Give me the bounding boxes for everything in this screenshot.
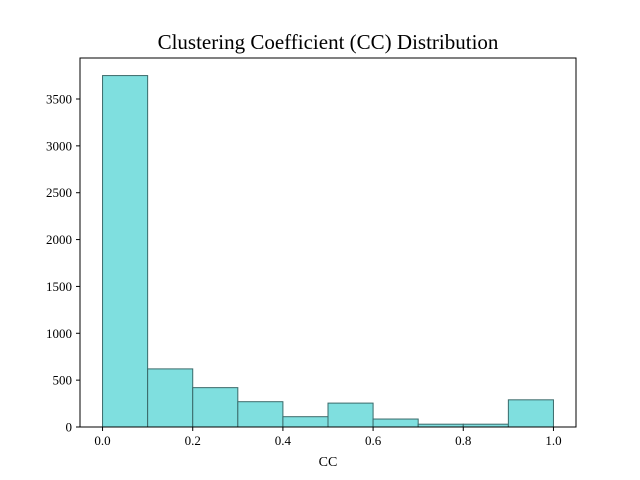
histogram-bar-6	[372, 418, 419, 428]
x-tick-label: 0.8	[455, 433, 471, 448]
histogram-bar-5	[327, 402, 374, 428]
histogram-bar-4	[282, 416, 329, 428]
y-tick-label: 2500	[46, 185, 72, 200]
chart-title: Clustering Coefficient (CC) Distribution	[158, 30, 499, 54]
histogram-bar-2	[192, 387, 239, 428]
x-tick-label: 0.0	[94, 433, 110, 448]
y-tick-label: 3500	[46, 92, 72, 107]
x-tick-label: 1.0	[545, 433, 561, 448]
y-axis-ticks: 0 500 1000 1500 2000 2500 3000 3500	[46, 92, 80, 435]
x-tick-label: 0.4	[275, 433, 292, 448]
x-tick-label: 0.6	[365, 433, 382, 448]
histogram-bar-9	[507, 399, 554, 428]
y-tick-label: 1500	[46, 279, 72, 294]
x-axis-label: CC	[319, 455, 338, 470]
x-tick-label: 0.2	[185, 433, 201, 448]
histogram-bar-3	[237, 401, 284, 428]
y-tick-label: 2000	[46, 232, 72, 247]
x-axis-ticks: 0.0 0.2 0.4 0.6 0.8 1.0	[94, 427, 562, 448]
bars-group	[102, 75, 554, 428]
histogram-bar-1	[147, 368, 194, 428]
y-tick-label: 500	[53, 373, 73, 388]
axes-frame	[79, 57, 577, 428]
y-tick-label: 0	[66, 420, 73, 435]
histogram-bar-0	[102, 75, 149, 428]
y-tick-label: 3000	[46, 138, 72, 153]
y-tick-label: 1000	[46, 326, 72, 341]
